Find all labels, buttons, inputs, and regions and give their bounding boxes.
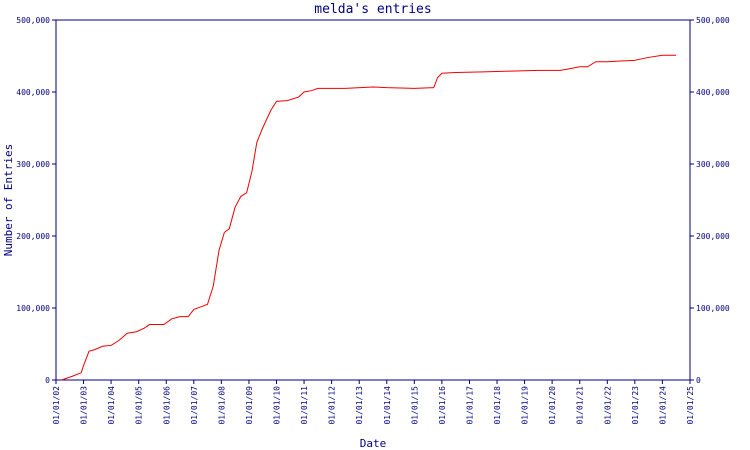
x-tick-label: 01/01/25	[686, 386, 695, 425]
x-tick-label: 01/01/16	[438, 386, 447, 425]
x-tick-label: 01/01/13	[355, 386, 364, 425]
x-axis-label: Date	[360, 437, 387, 450]
y-tick-label: 400,000	[16, 88, 50, 97]
x-tick-label: 01/01/19	[521, 386, 530, 425]
y2-tick-label: 100,000	[696, 304, 730, 313]
x-tick-label: 01/01/17	[465, 386, 474, 425]
x-tick-label: 01/01/22	[603, 386, 612, 425]
y2-tick-label: 200,000	[696, 232, 730, 241]
y-axis-label: Number of Entries	[2, 144, 15, 257]
x-tick-label: 01/01/05	[135, 386, 144, 425]
x-tick-label: 01/01/24	[658, 386, 667, 425]
x-tick-label: 01/01/18	[493, 386, 502, 425]
x-tick-label: 01/01/20	[548, 386, 557, 425]
y-tick-label: 500,000	[16, 16, 50, 25]
data-line	[61, 54, 677, 381]
chart-title: melda's entries	[314, 2, 431, 17]
x-tick-label: 01/01/11	[300, 386, 309, 425]
y2-tick-label: 300,000	[696, 160, 730, 169]
x-tick-label: 01/01/10	[273, 386, 282, 425]
plot-frame	[55, 19, 691, 381]
x-tick-label: 01/01/02	[52, 386, 61, 425]
x-tick-label: 01/01/03	[80, 386, 89, 425]
x-tick-label: 01/01/15	[410, 386, 419, 425]
x-tick-label: 01/01/08	[217, 386, 226, 425]
x-tick-label: 01/01/06	[162, 386, 171, 425]
y2-tick-label: 500,000	[696, 16, 730, 25]
y2-tick-label: 0	[696, 376, 701, 385]
x-tick-label: 01/01/07	[190, 386, 199, 425]
x-tick-label: 01/01/09	[245, 386, 254, 425]
y-tick-label: 300,000	[16, 160, 50, 169]
x-tick-label: 01/01/14	[383, 386, 392, 425]
x-tick-label: 01/01/04	[107, 386, 116, 425]
y-tick-label: 200,000	[16, 232, 50, 241]
x-tick-label: 01/01/23	[631, 386, 640, 425]
y2-tick-label: 400,000	[696, 88, 730, 97]
y-tick-label: 100,000	[16, 304, 50, 313]
y-tick-label: 0	[45, 376, 50, 385]
x-tick-label: 01/01/21	[576, 386, 585, 425]
x-tick-label: 01/01/12	[328, 386, 337, 425]
